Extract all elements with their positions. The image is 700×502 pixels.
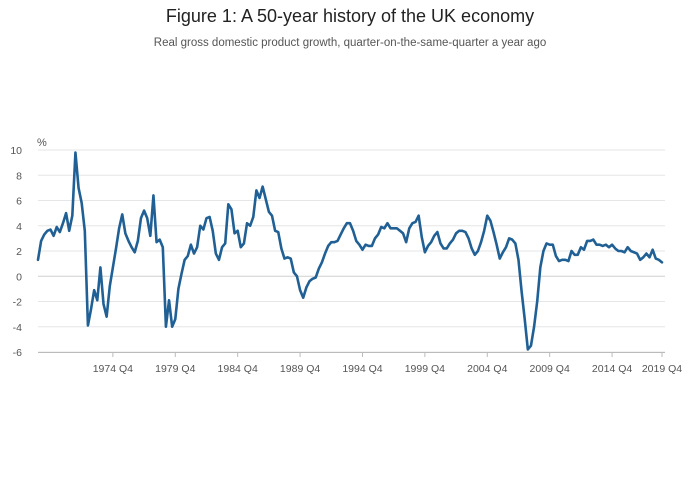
series-lines [36,151,664,351]
x-tick-label: 1979 Q4 [155,363,195,375]
y-tick-label: -2 [13,297,22,309]
y-axis-unit-label: % [37,137,47,149]
y-tick-label: 6 [16,196,22,208]
x-tick-label: 2004 Q4 [467,363,507,375]
grid-lines [38,149,665,353]
y-axis-ticks: -6 -4 -2 0 2 4 6 8 10 [10,145,22,359]
y-tick-label: 8 [16,170,22,182]
chart-subtitle: Real gross domestic product growth, quar… [153,37,547,49]
y-tick-label: 10 [10,145,22,157]
x-tick-label: 2009 Q4 [530,363,570,375]
y-tick-label: 4 [16,221,22,233]
x-tick-label: 1994 Q4 [342,363,382,375]
x-tick-label: 1999 Q4 [405,363,445,375]
y-tick-label: 0 [16,271,22,283]
y-tick-label: 2 [16,246,22,258]
x-tick-label: 1984 Q4 [218,363,258,375]
x-tick-label: 2019 Q4 [642,363,682,375]
x-tick-label: 2014 Q4 [592,363,632,375]
x-tick-label: 1974 Q4 [93,363,133,375]
gdp-growth-line [36,151,664,351]
y-tick-label: -4 [13,322,22,334]
x-axis-ticks: 1974 Q4 1979 Q4 1984 Q4 1989 Q4 1994 Q4 1999 … [93,352,682,375]
x-tick-label: 1989 Q4 [280,363,320,375]
y-tick-label: -6 [13,347,22,359]
chart-title: Figure 1: A 50-year history of the UK ec… [165,6,535,26]
